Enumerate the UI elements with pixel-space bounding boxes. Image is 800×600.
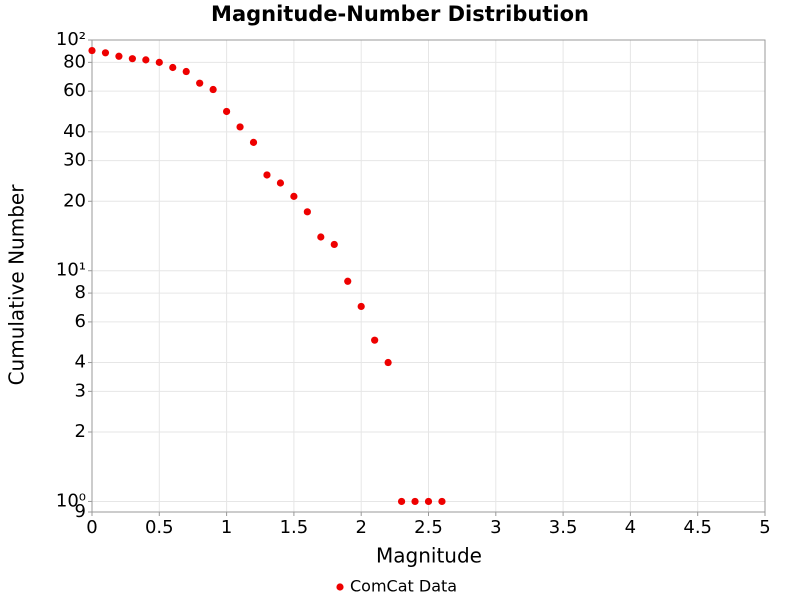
y-tick-label: 3 [75,380,86,401]
y-tick-label: 9 [75,501,86,522]
point [128,55,136,63]
y-tick-label: 80 [63,51,86,72]
point [142,56,150,64]
point [236,123,244,131]
point [424,497,433,506]
y-tick-label: 30 [63,150,86,171]
y-tick-label: 60 [63,80,86,101]
point [101,49,110,57]
point [303,208,311,216]
x-tick-label: 1.5 [280,517,309,538]
y-tick-label: 4 [75,352,86,373]
grid [91,39,766,513]
point [411,497,419,506]
y-tick-label: 10⁰ [56,490,86,511]
point [357,302,365,311]
point [330,240,338,249]
point [249,138,258,146]
point [115,52,123,60]
y-tick-label: 8 [75,282,86,303]
y-tick-label: 2 [75,421,86,442]
point [317,233,325,241]
point [209,85,217,94]
point [384,358,392,367]
point [196,79,204,87]
point [290,192,298,200]
y-tick-label: 20 [63,190,86,211]
x-tick-label: 1 [221,517,232,538]
x-axis-label: Magnitude [376,544,482,568]
point [88,46,96,55]
point [371,336,379,344]
y-tick-label: 10² [56,29,86,50]
point [263,171,271,179]
point [438,497,446,506]
point [276,179,285,187]
point [155,58,163,66]
x-tick-label: 4 [625,517,636,538]
point [344,277,352,285]
x-tick-label: 5 [759,517,770,538]
y-tick-label: 10¹ [56,260,86,281]
x-tick-label: 2.5 [414,517,443,538]
y-tick-label: 40 [63,121,86,142]
legend-label: ComCat Data [350,577,457,596]
y-tick-label: 6 [75,311,86,332]
x-tick-label: 4.5 [683,517,712,538]
point [223,107,231,116]
legend-marker [336,583,344,591]
x-tick-label: 0 [86,517,97,538]
point [182,67,190,76]
x-tick-label: 3 [490,517,501,538]
x-tick-label: 3.5 [549,517,578,538]
point [397,497,406,506]
chart-title: Magnitude-Number Distribution [211,2,589,26]
x-tick-label: 2 [355,517,366,538]
y-axis-label: Cumulative Number [5,184,29,386]
x-tick-label: 0.5 [145,517,174,538]
point [169,63,177,72]
